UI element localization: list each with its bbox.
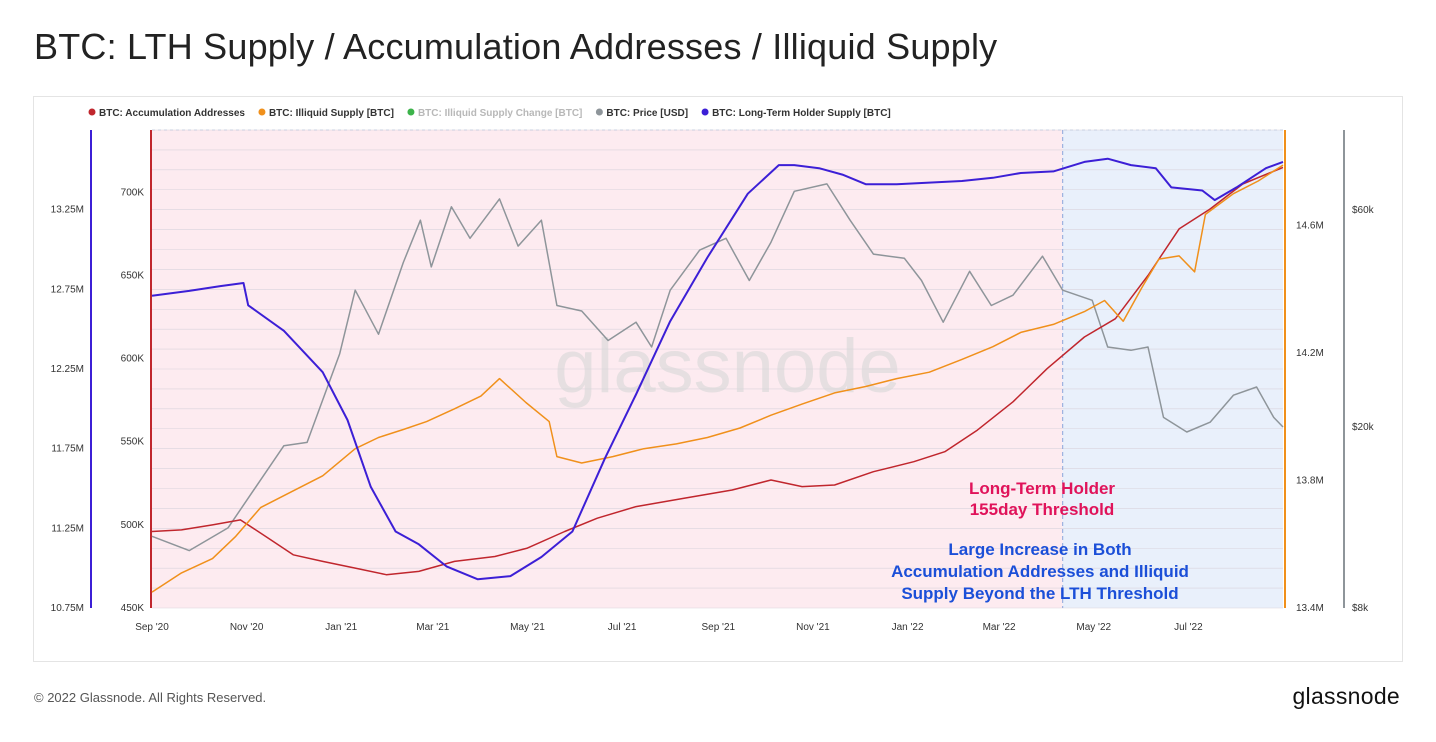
legend-marker xyxy=(407,108,415,116)
legend-marker xyxy=(88,108,96,116)
series-line-btc-long-term-holder-supply-btc xyxy=(151,157,1284,581)
annotation-large-increase: Large Increase in Both xyxy=(948,540,1131,559)
y-tick-label-accumulation: 500K xyxy=(121,520,145,531)
y-tick-label-accumulation: 600K xyxy=(121,354,145,365)
annotation-large-increase: Supply Beyond the LTH Threshold xyxy=(901,584,1178,603)
x-tick-label: Jan '21 xyxy=(325,622,357,633)
y-tick-label-illiquid: 13.25M xyxy=(51,205,84,216)
watermark-text: glassnode xyxy=(554,324,901,409)
y-tick-label-price: $60k xyxy=(1352,205,1375,216)
y-tick-label-accumulation: 700K xyxy=(121,187,145,198)
legend-label: BTC: Illiquid Supply Change [BTC] xyxy=(418,108,582,119)
legend-marker xyxy=(701,108,709,116)
legend-label: BTC: Price [USD] xyxy=(606,108,688,119)
x-tick-label: Jul '22 xyxy=(1174,622,1203,633)
annotation-lth-threshold: 155day Threshold xyxy=(970,500,1115,519)
x-tick-label: May '21 xyxy=(510,622,545,633)
x-tick-label: Nov '21 xyxy=(796,622,830,633)
x-tick-label: May '22 xyxy=(1076,622,1111,633)
series-line-btc-accumulation-addresses xyxy=(151,166,1284,576)
y-tick-label-illiquid: 11.75M xyxy=(51,444,84,455)
x-tick-label: Sep '20 xyxy=(135,622,169,633)
y-tick-label-price: $8k xyxy=(1352,603,1369,614)
y-tick-label-illiquid: 12.25M xyxy=(51,364,84,375)
legend-label: BTC: Illiquid Supply [BTC] xyxy=(269,108,394,119)
x-tick-label: Mar '22 xyxy=(983,622,1016,633)
legend-label: BTC: Long-Term Holder Supply [BTC] xyxy=(712,108,891,119)
y-tick-label-illiquid: 11.25M xyxy=(51,523,84,534)
copyright-text: © 2022 Glassnode. All Rights Reserved. xyxy=(34,690,267,705)
y-tick-label-illiquid: 10.75M xyxy=(51,603,84,614)
y-tick-label-lth: 13.4M xyxy=(1296,603,1324,614)
series-line-btc-illiquid-supply-btc xyxy=(151,164,1284,593)
y-tick-label-price: $20k xyxy=(1352,422,1375,433)
legend-marker xyxy=(595,108,603,116)
annotation-large-increase: Accumulation Addresses and Illiquid xyxy=(891,562,1189,581)
series-line-btc-price-usd xyxy=(151,183,1284,552)
y-tick-label-lth: 14.2M xyxy=(1296,348,1324,359)
legend-marker xyxy=(258,108,266,116)
y-tick-label-lth: 13.8M xyxy=(1296,476,1324,487)
y-tick-label-accumulation: 550K xyxy=(121,437,145,448)
legend-label: BTC: Accumulation Addresses xyxy=(99,108,245,119)
brand-logo-text: glassnode xyxy=(1292,683,1400,709)
page-title: BTC: LTH Supply / Accumulation Addresses… xyxy=(34,26,998,67)
y-tick-label-lth: 14.6M xyxy=(1296,221,1324,232)
x-tick-label: Sep '21 xyxy=(701,622,735,633)
x-tick-label: Mar '21 xyxy=(416,622,449,633)
y-tick-label-illiquid: 12.75M xyxy=(51,284,84,295)
x-tick-label: Nov '20 xyxy=(230,622,264,633)
x-tick-label: Jan '22 xyxy=(892,622,924,633)
annotation-lth-threshold: Long-Term Holder xyxy=(969,479,1115,498)
x-tick-label: Jul '21 xyxy=(608,622,637,633)
y-tick-label-accumulation: 650K xyxy=(121,270,145,281)
y-tick-label-accumulation: 450K xyxy=(121,603,145,614)
